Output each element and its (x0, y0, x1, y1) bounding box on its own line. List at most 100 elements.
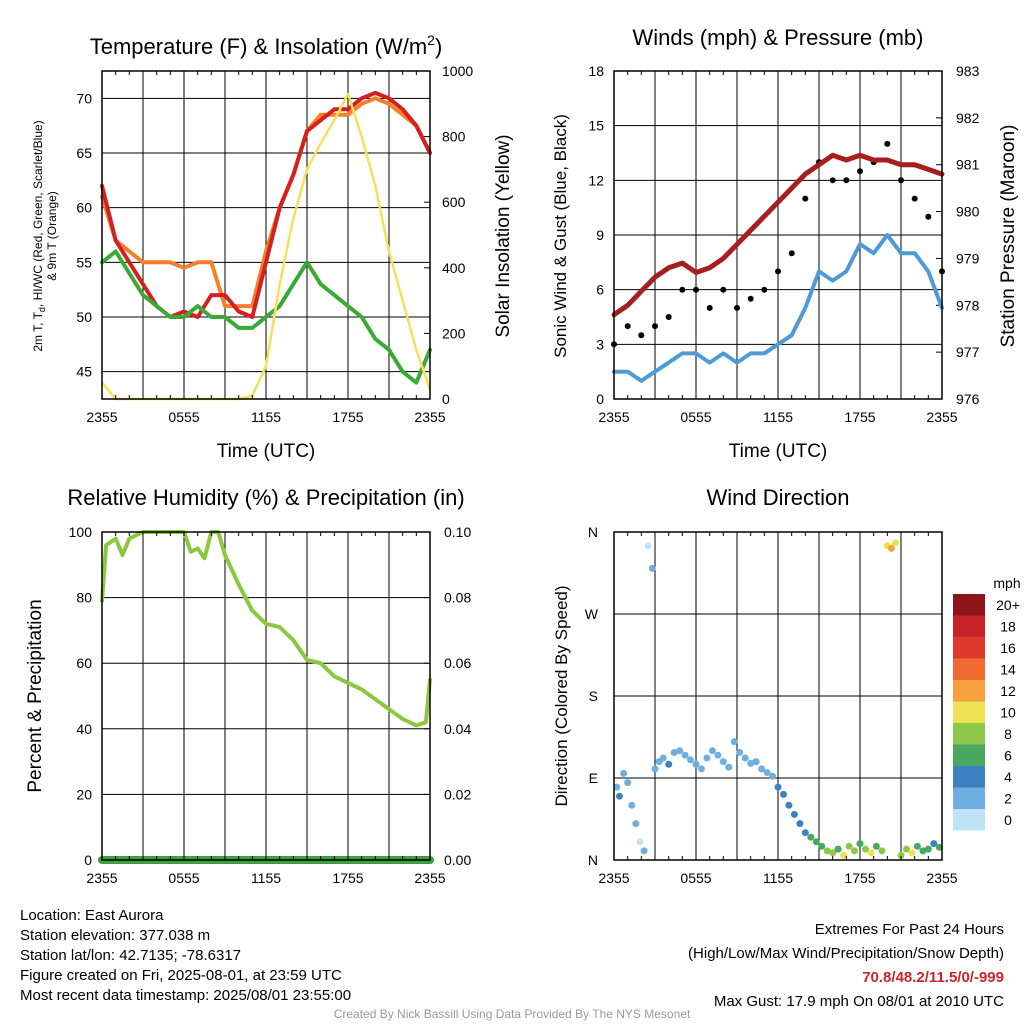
colorbar-label: 20+ (996, 597, 1020, 613)
direction-point (758, 765, 766, 773)
direction-point (714, 751, 722, 759)
svg-text:2m T, Td, HI/WC (Red, Green, S: 2m T, Td, HI/WC (Red, Green, Scarlet/Blu… (31, 120, 47, 351)
colorbar-label: 14 (1000, 661, 1016, 677)
temp-y2label: Solar Insolation (Yellow) (493, 134, 514, 337)
direction-point (698, 765, 705, 773)
y2-tick-label: 1000 (442, 63, 473, 79)
x-tick-label: 2355 (598, 870, 629, 886)
x-tick-label: 1755 (844, 409, 875, 425)
direction-point (785, 801, 793, 809)
y-tick-label: 40 (76, 721, 92, 737)
direction-point (708, 747, 716, 755)
y2-tick-label: 0.08 (444, 590, 471, 606)
direction-point (851, 847, 858, 855)
direction-point (935, 843, 943, 851)
y-tick-label: 9 (596, 227, 604, 243)
direction-point (665, 760, 673, 768)
y2-tick-label: 200 (442, 325, 466, 341)
y2-tick-label: 600 (442, 194, 466, 210)
y2-tick-label: 0.06 (444, 655, 471, 671)
y2-tick-label: 0 (442, 391, 450, 407)
direction-point (892, 539, 899, 547)
gust-point (911, 195, 918, 202)
speed-colorbar: mph 20+ 18 16 14 12 10 8 6 4 2 0 (953, 575, 1021, 831)
direction-point (897, 851, 905, 859)
y-tick-label: 60 (76, 200, 92, 216)
direction-point (719, 758, 727, 766)
wind-pressure-panel: 0 3 6 9 12 15 18 976 977 978 979 980 981 982 983 2355 05… (588, 63, 979, 425)
wind-ylabel: Sonic Wind & Gust (Blue, Black) (551, 114, 570, 358)
gust-point (693, 286, 699, 293)
x-tick-label: 2355 (86, 409, 117, 425)
colorbar-swatch (953, 658, 985, 680)
colorbar-swatch (953, 680, 985, 702)
temp-panel-title: Temperature (F) & Insolation (W/m2) (90, 32, 443, 59)
direction-point (681, 751, 689, 759)
direction-point (620, 769, 628, 777)
direction-point (862, 845, 869, 853)
gust-point (925, 213, 932, 220)
direction-point (763, 769, 771, 776)
humidity-precip-panel: 0 20 40 60 80 100 0.00 0.02 0.04 0.06 0.08 0.10 2355… (69, 524, 472, 886)
direction-point (648, 564, 656, 572)
y-tick-label: 80 (76, 590, 92, 606)
y-tick-label: 45 (76, 364, 92, 380)
y2-tick-label: 977 (956, 344, 980, 360)
rh-ylabel: Percent & Precipitation (25, 599, 46, 792)
y2-tick-label: 800 (442, 129, 466, 145)
direction-point (867, 849, 875, 857)
gust-point (829, 177, 836, 184)
colorbar-label: 8 (1004, 726, 1012, 742)
x-tick-label: 2355 (926, 409, 957, 425)
gust-point (624, 323, 631, 330)
direction-point (613, 783, 621, 791)
y2-tick-label: 979 (956, 250, 980, 266)
y-tick-label: 15 (588, 118, 604, 134)
direction-point (640, 847, 648, 855)
temp-xlabel: Time (UTC) (217, 441, 316, 462)
gust-point (652, 323, 658, 330)
direction-point (845, 842, 853, 850)
y-tick-label: 12 (588, 172, 604, 188)
colorbar-label: 6 (1004, 747, 1012, 763)
y-tick-label: 55 (76, 254, 92, 270)
y-tick-label: 0 (596, 391, 604, 407)
gust-point (734, 304, 740, 311)
colorbar-swatch (953, 701, 985, 723)
y-tick-label: 18 (588, 63, 604, 79)
direction-point (878, 847, 886, 855)
y-tick-label: 70 (76, 90, 92, 106)
extremes-description: (High/Low/Max Wind/Precipitation/Snow De… (688, 945, 1004, 962)
gust-point (788, 250, 795, 257)
colorbar-swatch (953, 594, 985, 616)
extremes-title: Extremes For Past 24 Hours (814, 921, 1004, 938)
colorbar-swatch (953, 637, 985, 659)
colorbar-label: 16 (1000, 640, 1016, 656)
rh-panel-title: Relative Humidity (%) & Precipitation (i… (67, 485, 464, 510)
y-tick-label: S (589, 688, 598, 704)
elevation-text: Station elevation: 377.038 m (20, 927, 211, 944)
temp-ylabel-line2: & 9m T (Orange) (45, 191, 59, 281)
y-tick-label: W (585, 606, 599, 622)
x-tick-label: 2355 (414, 409, 445, 425)
gust-point (857, 168, 863, 175)
x-tick-label: 0555 (680, 870, 711, 886)
colorbar-swatch (953, 615, 985, 637)
created-text: Figure created on Fri, 2025-08-01, at 23… (20, 967, 342, 984)
max-gust-text: Max Gust: 17.9 mph On 08/01 at 2010 UTC (713, 993, 1004, 1010)
direction-point (628, 801, 636, 809)
direction-point (752, 758, 760, 766)
direction-point (741, 754, 749, 762)
x-tick-label: 1755 (332, 870, 363, 886)
x-tick-label: 2355 (414, 870, 445, 886)
direction-point (659, 754, 667, 762)
y-tick-label: 20 (76, 786, 92, 802)
wind-y2label: Station Pressure (Maroon) (998, 125, 1019, 348)
y-tick-label: 3 (596, 336, 604, 352)
temp-ylabel: 2m T, Td, HI/WC (Red, Green, Scarlet/Blu… (31, 120, 59, 351)
colorbar-label: 12 (1000, 683, 1016, 699)
wind-xlabel: Time (UTC) (729, 441, 828, 462)
direction-point (725, 763, 733, 771)
